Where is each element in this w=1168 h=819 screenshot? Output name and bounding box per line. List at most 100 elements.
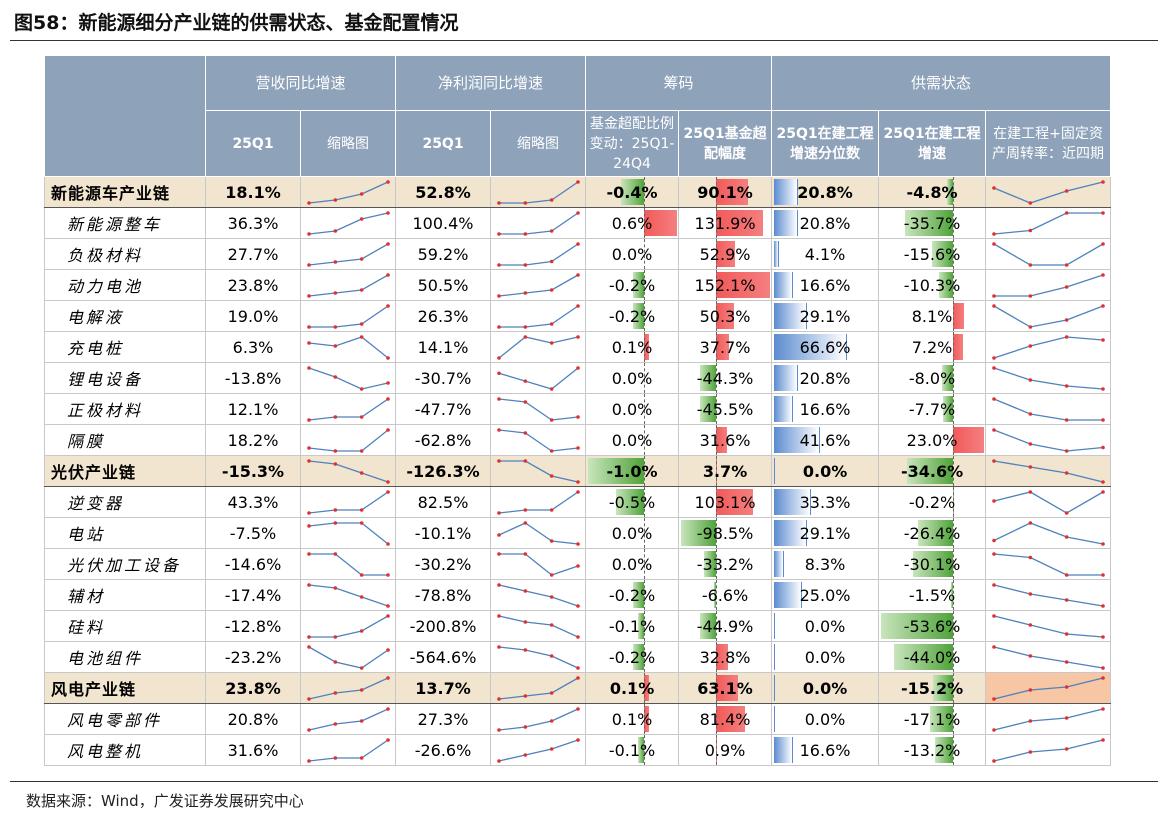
row-name: 正极材料	[44, 393, 206, 425]
sparkline-dot	[359, 687, 364, 692]
group-header: 筹码	[585, 55, 773, 111]
sparkline-dot	[576, 303, 580, 308]
sparkline-cell	[299, 672, 397, 704]
sparkline	[497, 365, 580, 391]
sparkline	[497, 706, 580, 732]
sparkline-dot	[1064, 534, 1069, 539]
sparkline-dot	[386, 489, 390, 494]
sparkline	[992, 396, 1105, 422]
sparkline-dot	[359, 334, 364, 339]
value-cell: 18.1%	[205, 176, 301, 208]
sparkline-dot	[333, 721, 338, 726]
sparkline-dot	[992, 582, 996, 587]
sparkline-dot	[359, 414, 364, 419]
bar-cell: -0.2%	[585, 641, 680, 673]
bar-cell: 0.0%	[771, 610, 880, 642]
bar-axis	[716, 673, 717, 703]
bar-cell: 52.9%	[678, 238, 773, 270]
sparkline-cell	[299, 393, 397, 425]
sparkline-dot	[333, 374, 338, 379]
cell-value: -1.0%	[606, 461, 658, 481]
value-cell: -12.8%	[205, 610, 301, 642]
sparkline-dot	[523, 430, 528, 435]
bar-axis	[643, 487, 645, 517]
sparkline-cell	[490, 424, 587, 456]
sparkline-cell	[299, 610, 397, 642]
bar-cell: -4.8%	[878, 176, 987, 208]
sparkline-dot	[576, 445, 580, 450]
data-bar	[953, 334, 963, 360]
sparkline-cell	[299, 703, 397, 735]
bar-axis	[953, 332, 955, 362]
value-cell: -14.6%	[205, 548, 301, 580]
cell-value: 0.1%	[611, 709, 653, 729]
data-bar	[932, 241, 954, 267]
sparkline-dot	[576, 489, 580, 494]
data-bar	[930, 706, 954, 732]
sparkline-dot	[359, 216, 364, 221]
sparkline-dot	[549, 746, 554, 751]
data-bar	[774, 210, 798, 236]
sparkline-line	[993, 707, 1104, 731]
sparkline-dot	[576, 737, 580, 742]
sparkline	[307, 210, 390, 236]
sparkline	[992, 272, 1105, 298]
value-cell: 43.3%	[205, 486, 301, 518]
sparkline-dot	[1064, 334, 1069, 339]
value-cell: -126.3%	[395, 455, 492, 487]
sparkline-cell	[490, 207, 587, 239]
sparkline-dot	[992, 696, 996, 701]
data-bar	[893, 644, 954, 670]
bar-cell: 0.0%	[771, 455, 880, 487]
bar-axis	[643, 518, 645, 548]
sparkline-dot	[497, 696, 501, 701]
value-cell: 31.6%	[205, 734, 301, 766]
sparkline-dot	[1028, 262, 1033, 267]
bar-cell: -0.5%	[585, 486, 680, 518]
sparkline-cell	[490, 517, 587, 549]
bar-cell: 8.3%	[771, 548, 880, 580]
cell-value: 0.1%	[611, 337, 653, 357]
sparkline-dot	[576, 210, 580, 215]
data-bar	[774, 706, 776, 732]
sparkline-dot	[333, 414, 338, 419]
sparkline	[307, 582, 390, 608]
sparkline-dot	[307, 523, 311, 528]
sparkline-cell	[490, 579, 587, 611]
sparkline-dot	[523, 619, 528, 624]
data-bar	[953, 427, 985, 453]
sparkline-line	[309, 552, 388, 576]
data-bar	[643, 210, 678, 236]
bar-axis	[643, 580, 645, 610]
data-row: 隔膜 18.2% -62.8% 0.0% 31.6% 41.6% 23.0%	[44, 424, 1112, 456]
data-bar	[932, 675, 954, 701]
sparkline-dot	[359, 448, 364, 453]
bar-cell: -7.7%	[878, 393, 987, 425]
sparkline-dot	[359, 256, 364, 261]
cell-value: 16.6%	[799, 399, 851, 419]
sparkline-cell	[985, 455, 1112, 487]
sparkline-dot	[576, 634, 580, 639]
cell-value: 0.0%	[611, 368, 653, 388]
column-header: 25Q1	[395, 110, 492, 177]
sparkline-dot	[992, 458, 996, 463]
sparkline-dot	[1028, 489, 1033, 494]
sparkline-dot	[1064, 659, 1069, 664]
data-bar	[643, 706, 650, 732]
sparkline-line	[993, 397, 1104, 421]
sparkline-dot	[1028, 622, 1033, 627]
value-cell: 23.8%	[205, 672, 301, 704]
source: 数据来源：Wind，广发证券发展研究中心	[26, 792, 304, 810]
bar-axis	[953, 177, 955, 207]
sparkline-dot	[333, 507, 338, 512]
data-row: 辅材 -17.4% -78.8% -0.2% -6.6% 25.0% -1.5%	[44, 579, 1112, 611]
value-cell: -200.8%	[395, 610, 492, 642]
sparkline-dot	[576, 603, 580, 608]
sparkline-dot	[523, 647, 528, 652]
bar-cell: 33.3%	[771, 486, 880, 518]
sparkline-dot	[523, 399, 528, 404]
sparkline-dot	[1101, 303, 1105, 308]
bar-axis	[643, 208, 645, 238]
sparkline-dot	[1028, 377, 1033, 382]
